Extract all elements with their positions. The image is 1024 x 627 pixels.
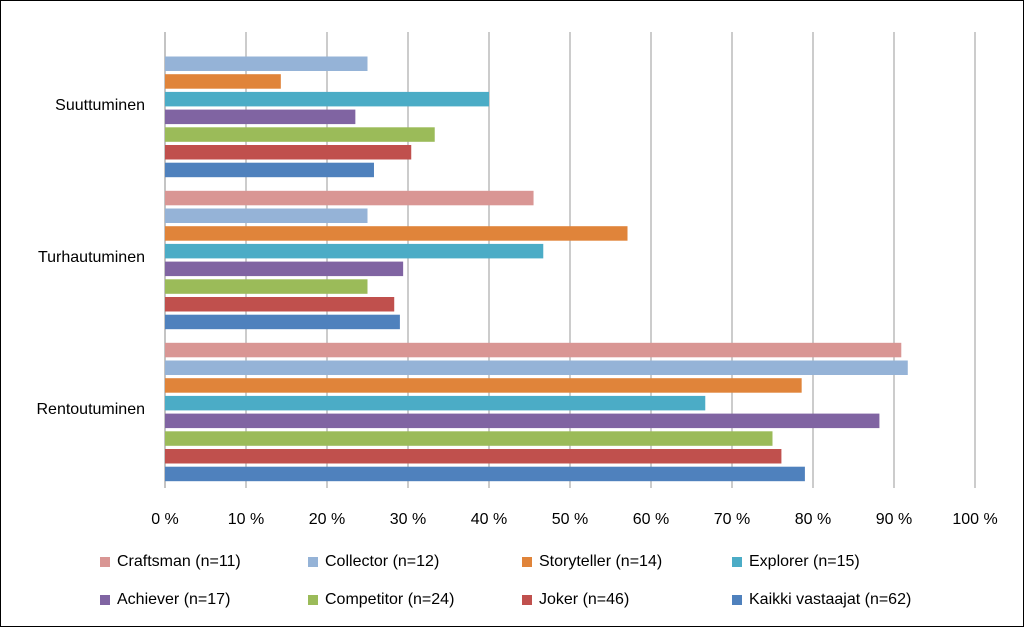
bar bbox=[165, 74, 281, 89]
legend-swatch bbox=[100, 595, 110, 605]
bar bbox=[165, 314, 400, 330]
y-tick-label: Turhautuminen bbox=[38, 249, 145, 266]
bar bbox=[165, 243, 544, 259]
legend-label: Competitor (n=24) bbox=[325, 591, 454, 608]
x-tick-label: 30 % bbox=[390, 511, 426, 528]
bar bbox=[165, 91, 489, 107]
legend-swatch bbox=[732, 557, 742, 567]
bar bbox=[165, 431, 773, 446]
x-tick-label: 50 % bbox=[552, 511, 588, 528]
bar bbox=[165, 342, 902, 358]
x-tick-label: 0 % bbox=[151, 511, 179, 528]
bar bbox=[165, 226, 628, 241]
legend-swatch bbox=[308, 595, 318, 605]
bar bbox=[165, 56, 368, 71]
legend-swatch bbox=[522, 557, 532, 567]
bar bbox=[165, 127, 435, 142]
bar bbox=[165, 279, 368, 294]
x-tick-label: 60 % bbox=[633, 511, 669, 528]
legend-label: Joker (n=46) bbox=[539, 591, 629, 608]
bar bbox=[165, 261, 404, 277]
x-tick-label: 80 % bbox=[795, 511, 831, 528]
legend-swatch bbox=[522, 595, 532, 605]
bar bbox=[165, 190, 534, 206]
legend-swatch bbox=[308, 557, 318, 567]
legend-label: Collector (n=12) bbox=[325, 553, 439, 570]
x-tick-label: 20 % bbox=[309, 511, 345, 528]
bar bbox=[165, 208, 368, 223]
bar bbox=[165, 378, 802, 393]
bar bbox=[165, 360, 908, 375]
legend-label: Storyteller (n=14) bbox=[539, 553, 662, 570]
bar bbox=[165, 395, 706, 411]
bar bbox=[165, 449, 782, 464]
legend-label: Craftsman (n=11) bbox=[117, 553, 241, 570]
x-tick-label: 90 % bbox=[876, 511, 912, 528]
bar bbox=[165, 413, 880, 429]
legend-label: Explorer (n=15) bbox=[749, 553, 860, 570]
y-tick-label: Rentoutuminen bbox=[36, 401, 145, 418]
bar bbox=[165, 297, 395, 312]
y-tick-label: Suuttuminen bbox=[55, 97, 145, 114]
bar bbox=[165, 145, 412, 160]
x-tick-label: 40 % bbox=[471, 511, 507, 528]
legend-swatch bbox=[100, 557, 110, 567]
x-tick-label: 10 % bbox=[228, 511, 264, 528]
legend-label: Kaikki vastaajat (n=62) bbox=[749, 591, 911, 608]
x-tick-label: 70 % bbox=[714, 511, 750, 528]
bar bbox=[165, 466, 805, 482]
legend-swatch bbox=[732, 595, 742, 605]
x-tick-label: 100 % bbox=[952, 511, 997, 528]
bar bbox=[165, 109, 356, 125]
legend-label: Achiever (n=17) bbox=[117, 591, 230, 608]
bar bbox=[165, 162, 374, 178]
